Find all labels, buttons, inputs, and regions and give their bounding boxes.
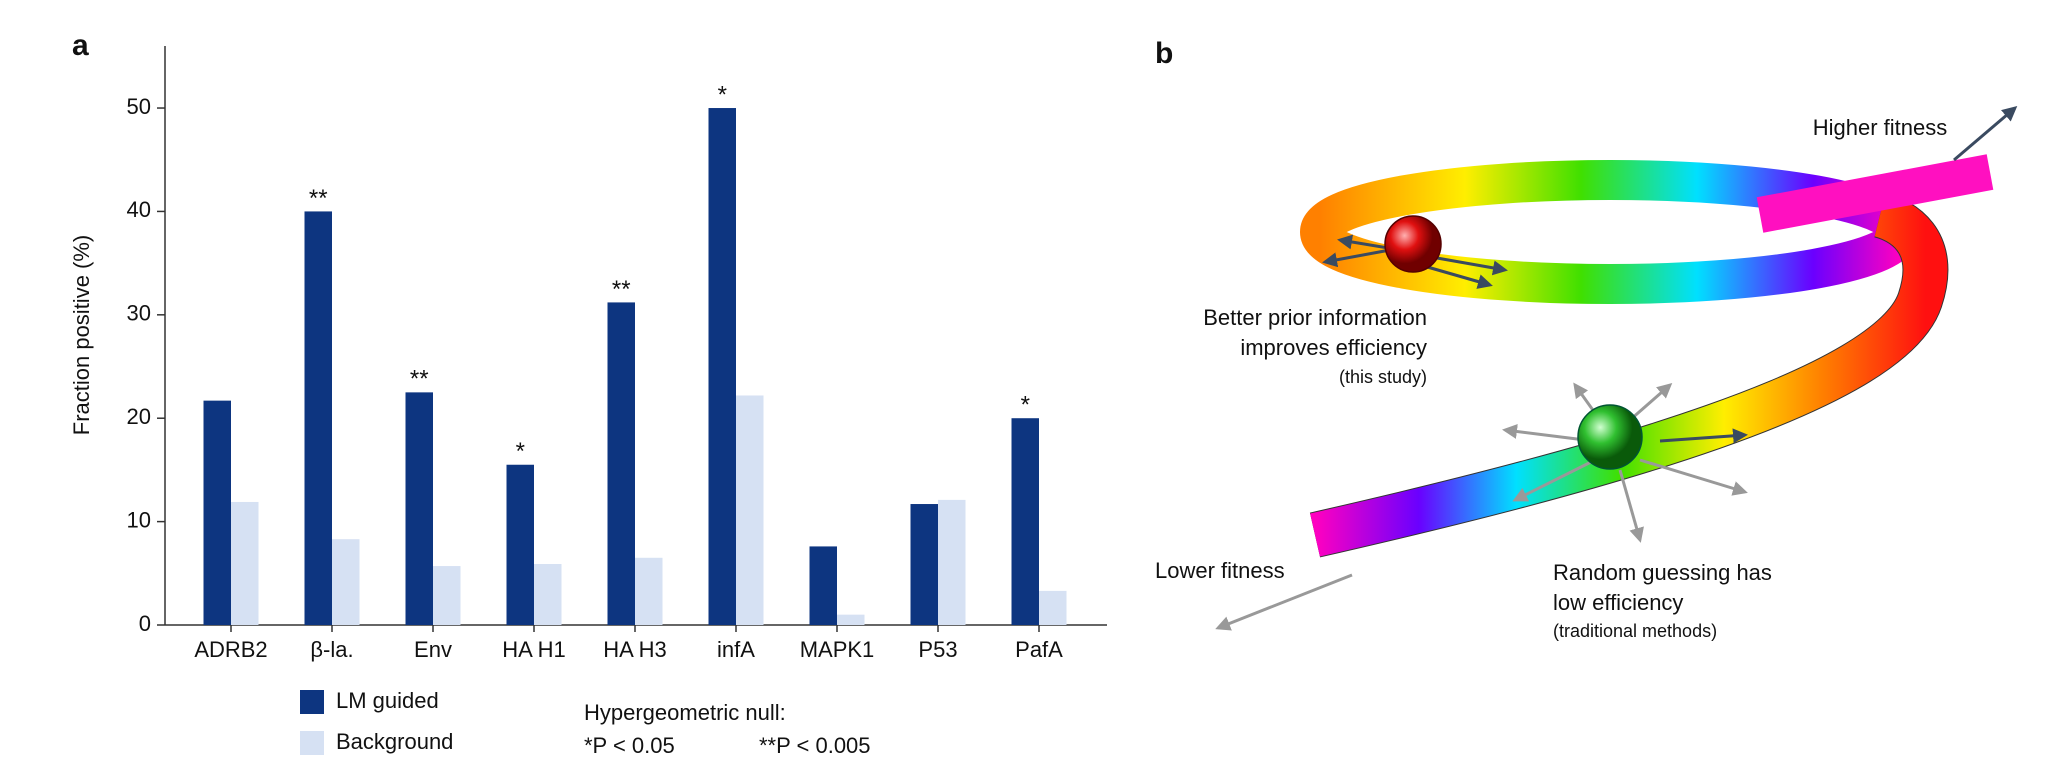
panel-label: a bbox=[72, 29, 89, 62]
legend-swatch bbox=[300, 731, 324, 755]
x-tick-label: P53 bbox=[918, 637, 957, 662]
x-tick-label: ADRB2 bbox=[194, 637, 267, 662]
y-tick-label: 50 bbox=[127, 94, 151, 119]
x-tick-label: MAPK1 bbox=[800, 637, 875, 662]
significance: * bbox=[1021, 392, 1030, 419]
label: improves efficiency bbox=[1240, 335, 1427, 360]
bar bbox=[837, 614, 865, 625]
panel-label: b bbox=[1155, 37, 1173, 70]
bar bbox=[433, 566, 461, 625]
stat-note-level: *P < 0.05 bbox=[584, 733, 675, 758]
bar bbox=[304, 211, 332, 625]
ball bbox=[1577, 404, 1643, 470]
bar bbox=[231, 501, 259, 625]
x-tick-label: PafA bbox=[1015, 637, 1063, 662]
y-tick-label: 20 bbox=[127, 404, 151, 429]
legend-swatch bbox=[300, 690, 324, 714]
significance: ** bbox=[410, 366, 429, 393]
bar bbox=[506, 464, 534, 625]
x-tick-label: HA H1 bbox=[502, 637, 566, 662]
y-tick-label: 10 bbox=[127, 507, 151, 532]
bar bbox=[1039, 590, 1067, 625]
bar bbox=[534, 563, 562, 625]
bar bbox=[809, 546, 837, 625]
bar bbox=[203, 400, 231, 625]
bar bbox=[1011, 418, 1039, 625]
legend-label: LM guided bbox=[336, 688, 439, 713]
arrow bbox=[1659, 428, 1748, 444]
bar bbox=[405, 392, 433, 625]
label: (this study) bbox=[1339, 367, 1427, 387]
x-tick-label: infA bbox=[717, 637, 755, 662]
ribbon-top bbox=[1756, 154, 1994, 233]
diagram: b Higher fitness Lower fitness Better pr… bbox=[1155, 37, 2018, 641]
stat-note-title: Hypergeometric null: bbox=[584, 700, 786, 725]
y-tick-label: 0 bbox=[139, 611, 151, 636]
random-arrows bbox=[1502, 382, 1748, 543]
label: (traditional methods) bbox=[1553, 621, 1717, 641]
x-tick-label: Env bbox=[414, 637, 452, 662]
label: Better prior information bbox=[1203, 305, 1427, 330]
label: Higher fitness bbox=[1813, 115, 1948, 140]
arrow bbox=[1953, 106, 2018, 162]
ball bbox=[1384, 215, 1442, 273]
bar bbox=[910, 504, 938, 625]
significance: * bbox=[718, 81, 727, 108]
bar bbox=[938, 499, 966, 625]
significance: * bbox=[516, 438, 525, 465]
bar bbox=[708, 108, 736, 626]
x-tick-label: β-la. bbox=[310, 637, 353, 662]
y-axis-label: Fraction positive (%) bbox=[69, 235, 94, 436]
ribbon-arm bbox=[1310, 193, 1948, 557]
bar bbox=[607, 302, 635, 625]
legend-label: Background bbox=[336, 729, 453, 754]
x-tick-label: HA H3 bbox=[603, 637, 667, 662]
y-tick-label: 40 bbox=[127, 197, 151, 222]
y-tick-label: 30 bbox=[127, 301, 151, 326]
arrow bbox=[1215, 573, 1353, 631]
significance: ** bbox=[309, 185, 328, 212]
label: Lower fitness bbox=[1155, 558, 1285, 583]
bar bbox=[332, 539, 360, 625]
stat-note-level: **P < 0.005 bbox=[759, 733, 871, 758]
significance: ** bbox=[612, 276, 631, 303]
label: Random guessing has bbox=[1553, 560, 1772, 585]
bar bbox=[736, 395, 764, 625]
bar bbox=[635, 557, 663, 625]
label: low efficiency bbox=[1553, 590, 1683, 615]
